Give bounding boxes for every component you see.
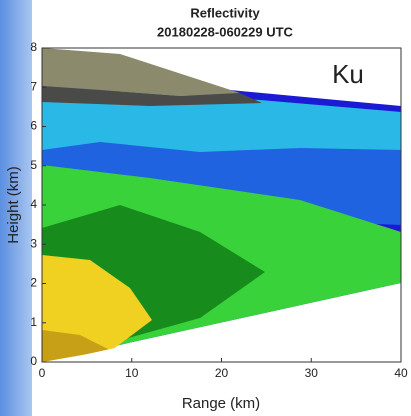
y-axis-label: Height (km) [5, 166, 22, 244]
y-tick-label: 8 [30, 40, 37, 54]
y-tick-label: 5 [30, 158, 37, 172]
y-tick-label: 4 [30, 197, 37, 211]
y-tick-label: 2 [30, 276, 37, 290]
x-tick-label: 40 [394, 366, 408, 380]
page: {"chart_data": {"type": "image", "title"… [0, 0, 411, 416]
y-tick-label: 1 [30, 315, 37, 329]
chart-subtitle: 20180228-060229 UTC [157, 24, 293, 39]
chart: Reflectivity 20180228-060229 UTC Ku Rang… [0, 0, 411, 416]
x-axis-label: Range (km) [182, 395, 260, 412]
chart-title: Reflectivity [190, 5, 260, 20]
annotation: Ku [332, 59, 364, 89]
x-tick-label: 30 [305, 366, 319, 380]
y-tick-label: 3 [30, 236, 37, 250]
reflectivity-field [42, 48, 401, 364]
x-tick-label: 10 [125, 366, 139, 380]
y-tick-label: 0 [30, 354, 37, 368]
x-tick-label: 0 [39, 366, 46, 380]
y-tick-label: 7 [30, 79, 37, 93]
y-tick-label: 6 [30, 119, 37, 133]
x-tick-label: 20 [215, 366, 229, 380]
